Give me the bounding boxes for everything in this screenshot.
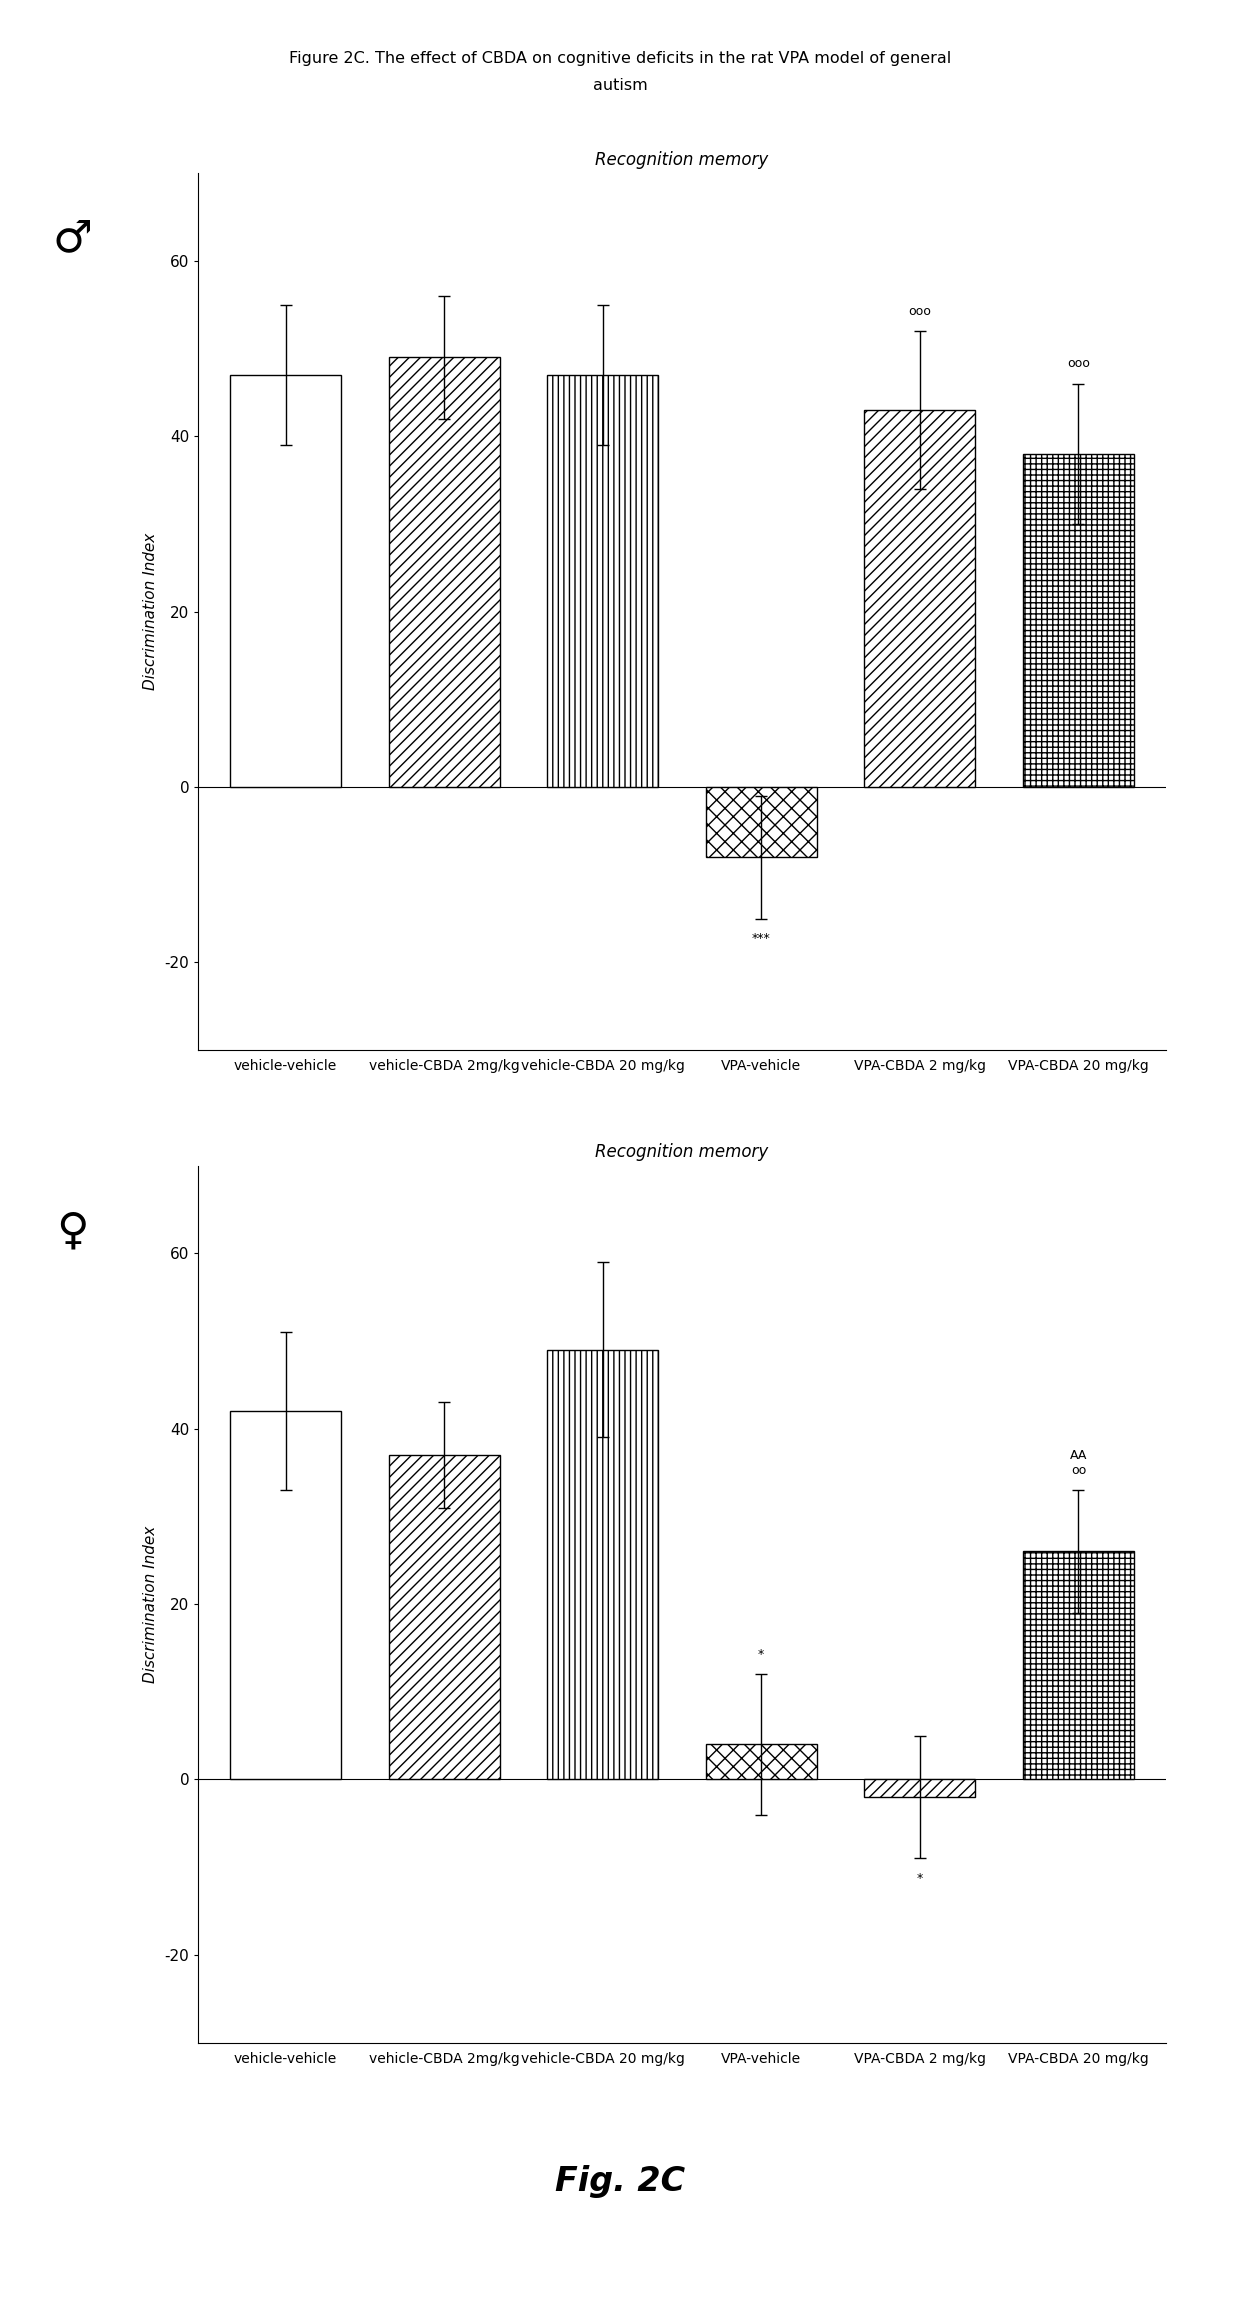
Bar <box>388 358 500 787</box>
Text: ooo: ooo <box>1066 358 1090 369</box>
Bar <box>864 1779 976 1798</box>
Text: ♂: ♂ <box>53 217 93 261</box>
Text: AA
oo: AA oo <box>1070 1449 1087 1477</box>
Bar <box>388 1454 500 1779</box>
Text: ooo: ooo <box>909 305 931 319</box>
Y-axis label: Discrimination Index: Discrimination Index <box>143 533 157 690</box>
Bar <box>864 411 976 787</box>
Title: Recognition memory: Recognition memory <box>595 1142 769 1161</box>
Text: *: * <box>758 1648 764 1662</box>
Text: Fig. 2C: Fig. 2C <box>556 2165 684 2197</box>
Bar <box>1023 1551 1133 1779</box>
Bar <box>706 787 817 856</box>
Text: Figure 2C. The effect of CBDA on cognitive deficits in the rat VPA model of gene: Figure 2C. The effect of CBDA on cogniti… <box>289 51 951 65</box>
Bar <box>547 374 658 787</box>
Text: autism: autism <box>593 78 647 92</box>
Y-axis label: Discrimination Index: Discrimination Index <box>143 1526 157 1683</box>
Bar <box>231 374 341 787</box>
Title: Recognition memory: Recognition memory <box>595 150 769 168</box>
Text: ♀: ♀ <box>56 1209 89 1253</box>
Bar <box>231 1410 341 1779</box>
Bar <box>706 1745 817 1779</box>
Bar <box>547 1350 658 1779</box>
Bar <box>1023 455 1133 787</box>
Text: *: * <box>916 1872 923 1886</box>
Text: ***: *** <box>751 932 770 944</box>
